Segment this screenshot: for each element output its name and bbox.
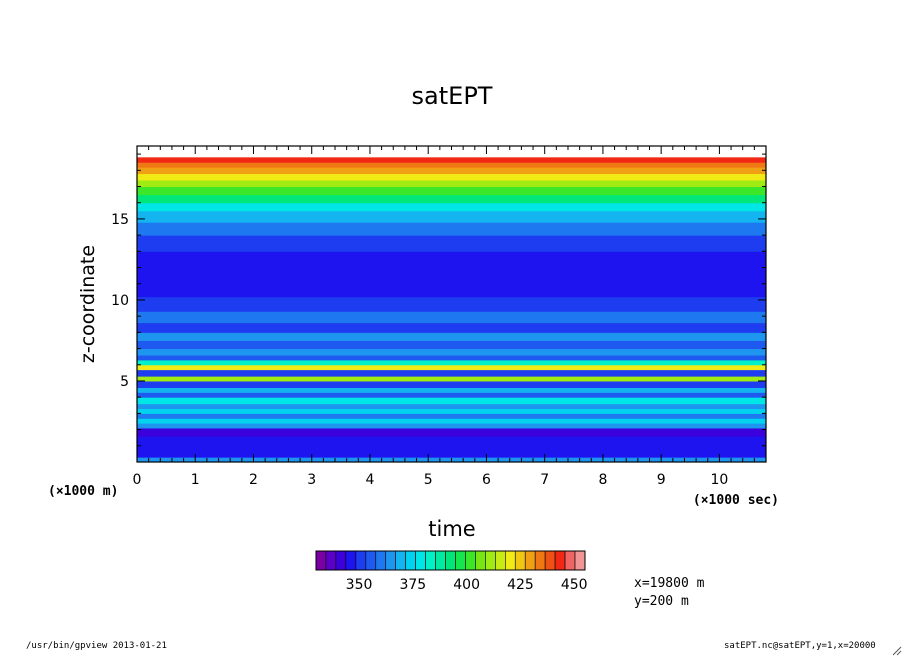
- contour-band-13: [137, 369, 766, 377]
- colorbar-label: 350: [346, 577, 373, 593]
- x-unit-label: (×1000 sec): [693, 493, 779, 508]
- colorbar-swatch: [435, 550, 446, 571]
- y-tick-label: 10: [111, 293, 129, 309]
- colorbar-swatch: [325, 550, 337, 571]
- contour-band-23: [137, 283, 766, 298]
- colorbar-swatch: [564, 550, 576, 571]
- contour-band-5: [137, 413, 766, 419]
- colorbar-swatch: [365, 550, 377, 571]
- contour-band-4: [137, 418, 766, 424]
- x-axis-title: time: [428, 517, 475, 541]
- contour-band-30: [137, 194, 766, 204]
- contour-band-11: [137, 380, 766, 388]
- x-tick-label: 4: [366, 472, 375, 488]
- contour-band-24: [137, 267, 766, 285]
- contour-band-2: [137, 427, 766, 437]
- colorbar-swatch: [465, 550, 476, 571]
- y-tick-label: 5: [120, 374, 129, 390]
- contour-band-12: [137, 376, 766, 382]
- resize-grip-icon: [892, 646, 902, 656]
- x-axis: 0 1 2 3 4 5 6 7 8 9 10: [133, 146, 767, 488]
- contour-band-21: [137, 311, 766, 324]
- contour-band-18: [137, 340, 766, 350]
- colorbar-swatch: [415, 550, 426, 571]
- colorbar-swatch: [315, 550, 327, 571]
- x-tick-label: 0: [133, 472, 142, 488]
- contour-band-32: [137, 180, 766, 188]
- colorbar-swatch: [405, 550, 416, 571]
- contour-band-34: [137, 167, 766, 175]
- contour-band-10: [137, 387, 766, 393]
- colorbar-swatch: [455, 550, 466, 571]
- contour-band-3: [137, 423, 766, 429]
- colorbar-label: 400: [453, 577, 480, 593]
- x-tick-label: 9: [657, 472, 666, 488]
- footer-right: satEPT.nc@satEPT,y=1,x=20000: [724, 641, 876, 651]
- x-tick-label: 3: [307, 472, 316, 488]
- colorbar-swatch: [335, 550, 347, 571]
- corner-resize-icon[interactable]: [892, 641, 902, 656]
- x-tick-label: 5: [424, 472, 433, 488]
- colorbar-swatch: [395, 550, 406, 571]
- colorbar-label: 375: [399, 577, 426, 593]
- colorbar-swatch: [425, 550, 436, 571]
- contour-band-20: [137, 322, 766, 333]
- contour-band-8: [137, 397, 766, 405]
- contour-band-7: [137, 403, 766, 410]
- contour-band-19: [137, 332, 766, 341]
- x-tick-label: 6: [482, 472, 491, 488]
- colorbar-label: 450: [561, 577, 588, 593]
- contour-band-9: [137, 392, 766, 398]
- contour-band-27: [137, 222, 766, 236]
- colorbar-swatch: [475, 550, 486, 571]
- x-tick-label: 2: [249, 472, 258, 488]
- colorbar-swatch: [544, 550, 556, 571]
- contour-band-1: [137, 436, 766, 458]
- contour-band-17: [137, 348, 766, 356]
- x-tick-label: 8: [598, 472, 607, 488]
- contour-band-36: [137, 157, 766, 163]
- contour-band-28: [137, 210, 766, 223]
- contour-band-15: [137, 359, 766, 366]
- contour-band-26: [137, 235, 766, 252]
- colorbar-swatch: [504, 550, 516, 571]
- colorbar: 350 375 400 425 450: [315, 550, 588, 593]
- y-axis-title: z-coordinate: [77, 245, 99, 363]
- colorbar-swatch: [485, 550, 496, 571]
- colorbar-swatch: [385, 550, 397, 571]
- x-tick-label: 7: [540, 472, 549, 488]
- contour-band-29: [137, 202, 766, 212]
- fixed-y-info: y=200 m: [634, 594, 689, 609]
- contour-band-33: [137, 173, 766, 181]
- colorbar-swatch: [534, 550, 546, 571]
- y-tick-label: 15: [111, 212, 129, 228]
- colorbar-label: 425: [507, 577, 534, 593]
- colorbar-swatch: [375, 550, 387, 571]
- x-tick-label: 1: [191, 472, 200, 488]
- colorbar-swatch: [495, 550, 506, 571]
- colorbar-frame: [315, 550, 586, 571]
- y-axis: 5 10 15: [111, 153, 766, 463]
- contour-band-22: [137, 296, 766, 312]
- colorbar-swatch: [514, 550, 526, 571]
- colorbar-swatch: [524, 550, 536, 571]
- contour-band-31: [137, 186, 766, 196]
- colorbar-swatch: [574, 550, 586, 571]
- colorbar-swatch: [554, 550, 566, 571]
- fixed-x-info: x=19800 m: [634, 576, 705, 591]
- contour-band-25: [137, 251, 766, 269]
- footer-left: /usr/bin/gpview 2013-01-21: [26, 641, 167, 651]
- colorbar-swatch: [345, 550, 357, 571]
- chart-title: satEPT: [412, 82, 493, 110]
- colorbar-swatch: [445, 550, 456, 571]
- y-unit-label: (×1000 m): [48, 484, 118, 499]
- colorbar-swatch: [355, 550, 367, 571]
- x-tick-label: 10: [710, 472, 728, 488]
- contour-band-35: [137, 162, 766, 168]
- plot-area: [137, 157, 766, 463]
- contour-band-6: [137, 408, 766, 414]
- contour-band-14: [137, 364, 766, 371]
- contour-band-16: [137, 355, 766, 361]
